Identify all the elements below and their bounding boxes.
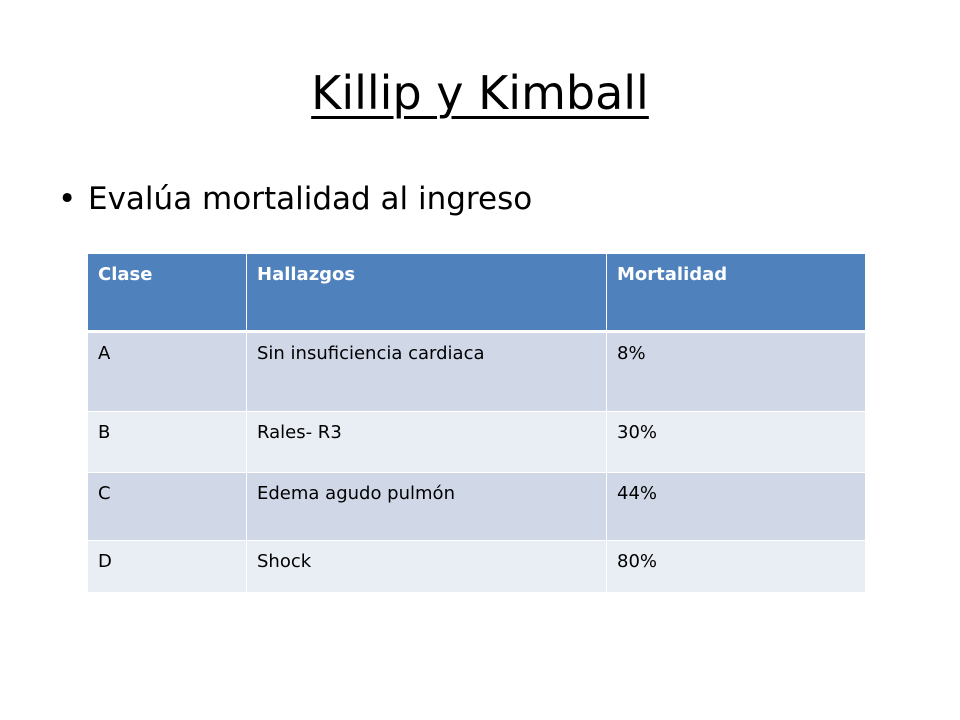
cell-hallazgos: Sin insuficiencia cardiaca [246, 331, 607, 412]
table-row: C Edema agudo pulmón 44% [87, 472, 866, 541]
header-clase: Clase [87, 253, 247, 333]
bullet-item: • Evalúa mortalidad al ingreso [58, 177, 532, 221]
slide-title: Killip y Kimball [311, 66, 649, 120]
bullet-dot-icon: • [58, 181, 77, 217]
cell-clase: D [87, 540, 247, 593]
header-hallazgos: Hallazgos [246, 253, 607, 333]
table-row: B Rales- R3 30% [87, 411, 866, 473]
table-row: D Shock 80% [87, 540, 866, 593]
killip-table: Clase Hallazgos Mortalidad A Sin insufic… [87, 253, 866, 593]
cell-mortalidad: 80% [606, 540, 866, 593]
cell-clase: A [87, 331, 247, 412]
cell-mortalidad: 8% [606, 331, 866, 412]
cell-mortalidad: 30% [606, 411, 866, 473]
table-row: A Sin insuficiencia cardiaca 8% [87, 331, 866, 412]
cell-mortalidad: 44% [606, 472, 866, 541]
cell-clase: C [87, 472, 247, 541]
table-header-row: Clase Hallazgos Mortalidad [87, 253, 866, 333]
cell-hallazgos: Rales- R3 [246, 411, 607, 473]
cell-clase: B [87, 411, 247, 473]
cell-hallazgos: Shock [246, 540, 607, 593]
header-mortalidad: Mortalidad [606, 253, 866, 333]
bullet-text: Evalúa mortalidad al ingreso [88, 181, 533, 217]
cell-hallazgos: Edema agudo pulmón [246, 472, 607, 541]
